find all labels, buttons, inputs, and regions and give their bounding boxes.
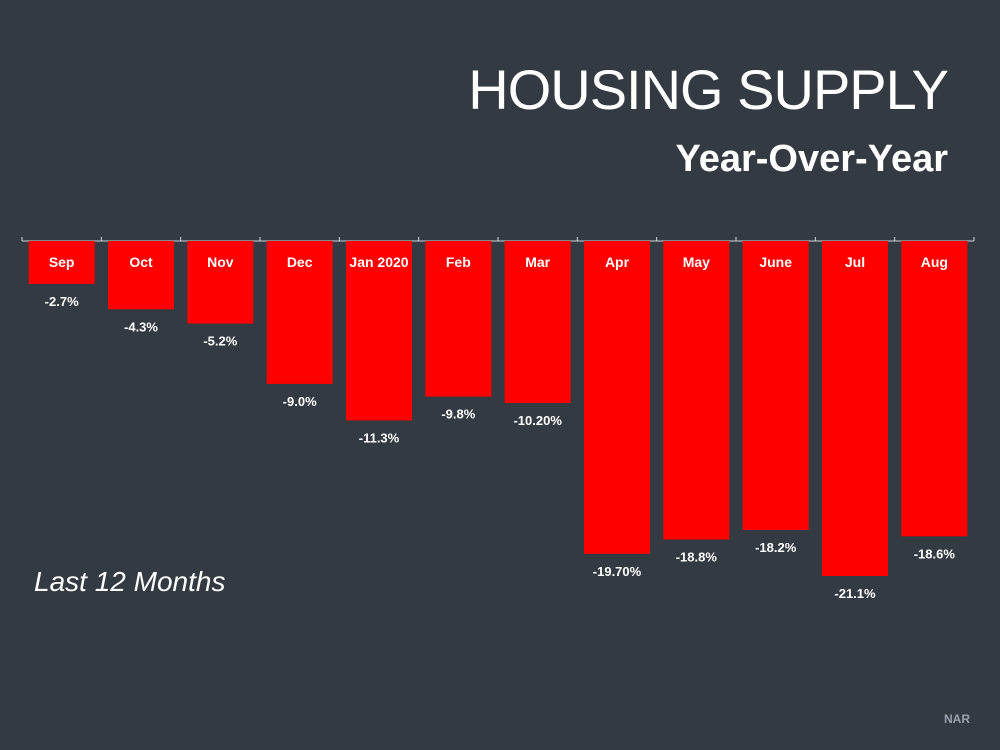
category-label: May (683, 254, 710, 270)
category-label: Jan 2020 (349, 254, 408, 270)
value-label: -19.70% (593, 564, 642, 579)
category-label: Jul (845, 254, 865, 270)
category-label: Sep (49, 254, 75, 270)
category-label: Feb (446, 254, 471, 270)
category-label: Dec (287, 254, 313, 270)
value-label: -5.2% (203, 334, 237, 349)
page-title: HOUSING SUPPLY (468, 58, 949, 121)
bar-feb (425, 241, 492, 397)
category-label: Nov (207, 254, 234, 270)
value-label: -18.6% (914, 546, 956, 561)
category-label: June (759, 254, 792, 270)
value-label: -18.8% (676, 549, 718, 564)
bar-nov (187, 241, 254, 324)
value-label: -21.1% (834, 586, 876, 601)
value-label: -9.0% (283, 394, 317, 409)
labels-layer: Sep -2.7% Oct -4.3% Nov -5.2% Dec -9.0% Jan 2020… (45, 254, 956, 601)
bars-layer (28, 241, 968, 576)
page-subtitle: Year-Over-Year (675, 138, 948, 180)
value-label: -10.20% (513, 413, 562, 428)
bar-aug (901, 241, 968, 537)
bar-oct (108, 241, 174, 310)
category-label: Aug (921, 254, 948, 270)
category-label: Oct (129, 254, 153, 270)
value-label: -2.7% (45, 294, 79, 309)
bar-mar (504, 241, 571, 403)
bar-jul (822, 241, 888, 576)
category-label: Mar (525, 254, 550, 270)
value-label: -18.2% (755, 540, 797, 555)
value-label: -4.3% (124, 319, 158, 334)
bar-may (663, 241, 730, 540)
bar-june (742, 241, 809, 530)
source-label: NAR (944, 712, 970, 726)
bar-jan-2020 (346, 241, 412, 421)
bar-dec (266, 241, 333, 384)
value-label: -9.8% (441, 407, 475, 422)
bar-sep (28, 241, 95, 284)
value-label: -11.3% (359, 430, 400, 445)
bar-apr (584, 241, 650, 554)
period-caption: Last 12 Months (34, 566, 226, 597)
category-label: Apr (605, 254, 630, 270)
axis-layer (21, 237, 975, 242)
